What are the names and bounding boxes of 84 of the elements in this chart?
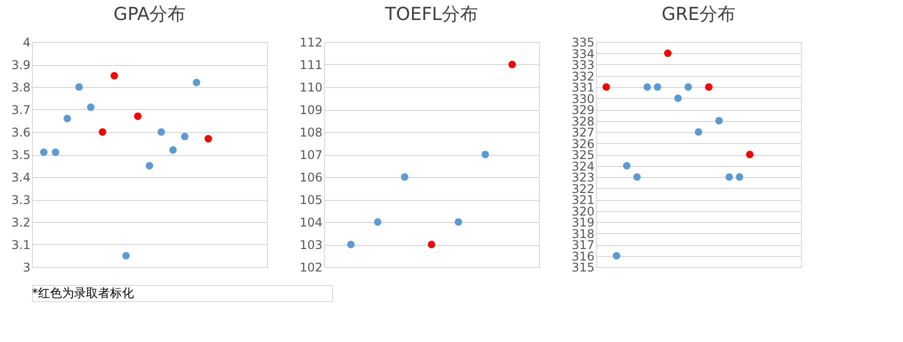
point: [746, 150, 754, 158]
chart-title: GPA分布: [114, 4, 186, 25]
y-tick-label: 104: [300, 216, 322, 230]
point: [654, 83, 662, 91]
point: [736, 173, 744, 181]
y-tick-label: 323: [572, 170, 594, 184]
y-tick-label: 329: [572, 103, 594, 117]
y-tick-label: 333: [572, 58, 594, 72]
y-tick-label: 325: [572, 148, 594, 162]
y-tick-label: 4: [22, 36, 30, 50]
y-tick-label: 105: [300, 193, 322, 207]
y-tick-label: 315: [572, 260, 594, 274]
point: [110, 72, 118, 80]
y-tick-label: 3.9: [11, 58, 30, 72]
y-tick-label: 3.1: [11, 238, 30, 252]
y-tick-label: 3.5: [11, 148, 30, 162]
point: [715, 117, 723, 124]
y-tick-label: 102: [300, 260, 322, 274]
point: [482, 150, 489, 158]
point: [374, 218, 382, 226]
y-tick-label: 327: [572, 126, 594, 140]
point: [134, 112, 142, 120]
point: [508, 60, 516, 68]
point: [623, 162, 630, 170]
point: [75, 83, 83, 91]
point: [192, 78, 200, 86]
y-tick-label: 319: [572, 216, 594, 230]
point: [64, 114, 71, 122]
y-tick-label: 108: [300, 126, 322, 140]
point: [98, 128, 106, 136]
point: [400, 173, 408, 181]
point: [694, 128, 702, 136]
point: [602, 83, 610, 91]
y-tick-label: 3.6: [11, 126, 30, 140]
text: *红色为录取者标化: [32, 286, 134, 300]
point: [347, 240, 355, 248]
point: [181, 132, 188, 140]
y-tick-label: 3: [22, 260, 30, 274]
point: [644, 83, 651, 91]
y-tick-label: 332: [572, 69, 594, 84]
chart-title: GRE分布: [662, 4, 736, 25]
point: [674, 94, 682, 102]
y-tick-label: 3.7: [11, 103, 30, 117]
y-tick-label: 335: [572, 36, 594, 50]
y-tick-label: 3.2: [11, 216, 30, 230]
point: [40, 148, 48, 156]
y-tick-label: 320: [572, 204, 594, 218]
y-tick-label: 109: [300, 103, 322, 117]
point: [87, 104, 94, 111]
point: [146, 162, 154, 170]
point: [612, 252, 620, 260]
y-tick-label: 318: [572, 226, 594, 241]
point: [169, 146, 177, 154]
y-tick-label: 3.8: [11, 80, 30, 94]
y-tick-label: 321: [572, 193, 594, 207]
y-tick-label: 112: [300, 36, 322, 50]
point: [204, 135, 212, 142]
y-tick-label: 322: [572, 182, 594, 196]
point: [664, 50, 672, 57]
y-tick-label: 3.4: [11, 170, 30, 184]
y-tick-label: 334: [572, 46, 594, 61]
y-tick-label: 326: [572, 136, 594, 151]
point: [726, 173, 733, 181]
point: [428, 240, 436, 248]
y-tick-label: 106: [300, 170, 322, 184]
point: [52, 148, 60, 156]
point: [633, 173, 641, 181]
point: [122, 252, 130, 260]
y-tick-label: 328: [572, 114, 594, 128]
y-tick-label: 111: [300, 58, 322, 72]
y-tick-label: 331: [572, 80, 594, 94]
y-tick-label: 324: [572, 159, 594, 174]
y-tick-label: 3.3: [11, 193, 30, 207]
point: [684, 83, 692, 91]
y-tick-label: 107: [300, 148, 322, 162]
y-tick-label: 103: [300, 238, 322, 252]
point: [454, 218, 462, 226]
chart-title: TOEFL分布: [384, 4, 478, 25]
y-tick-label: 316: [572, 249, 594, 264]
y-tick-label: 330: [572, 92, 594, 106]
point: [705, 83, 712, 91]
y-tick-label: 110: [300, 80, 322, 94]
point: [158, 128, 165, 136]
y-tick-label: 317: [572, 238, 594, 252]
